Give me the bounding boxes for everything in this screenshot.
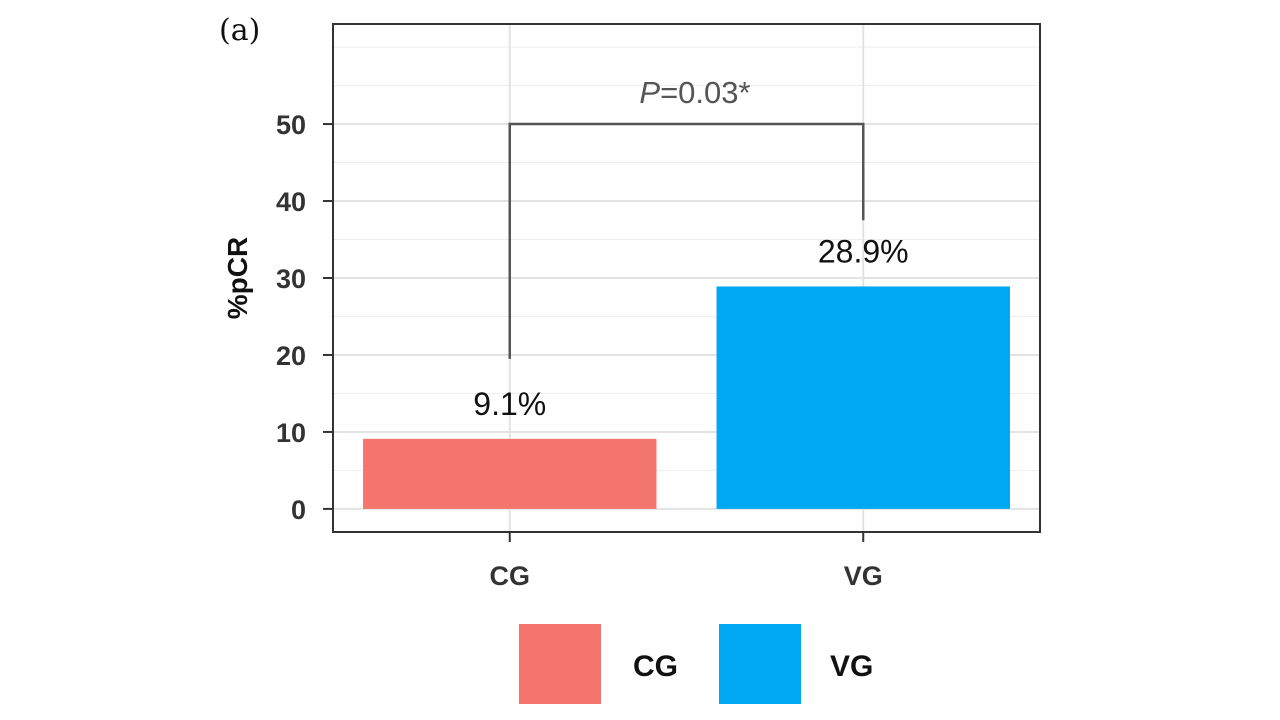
significance-bracket	[508, 122, 865, 359]
data-label-cg: 9.1%	[473, 386, 546, 422]
legend: CG VG	[519, 624, 873, 704]
x-tick-label-vg: VG	[844, 561, 883, 591]
y-tick-label: 10	[276, 418, 306, 448]
x-axis: CG VG	[490, 532, 883, 591]
data-label-vg: 28.9%	[818, 233, 909, 269]
y-tick-label: 50	[276, 110, 306, 140]
panel-label: (a)	[219, 13, 260, 48]
y-tick-label: 20	[276, 341, 306, 371]
legend-swatch-cg	[519, 624, 601, 704]
p-value-annotation: P=0.03*	[639, 75, 750, 110]
data-labels: 9.1% 28.9%	[473, 233, 908, 421]
bars	[363, 286, 1010, 509]
y-tick-label: 0	[291, 495, 306, 525]
bar-vg	[716, 286, 1010, 509]
legend-label-vg: VG	[830, 650, 873, 683]
legend-label-cg: CG	[633, 650, 678, 683]
bar-cg	[363, 438, 657, 509]
p-value-symbol: P	[639, 75, 660, 110]
y-axis-title: %pCR	[222, 237, 253, 319]
bracket-line	[508, 122, 865, 359]
y-axis: 0 10 20 30 40 50	[276, 110, 333, 525]
y-tick-label: 40	[276, 187, 306, 217]
y-tick-label: 30	[276, 264, 306, 294]
x-tick-label-cg: CG	[490, 561, 531, 591]
legend-swatch-vg	[719, 624, 801, 704]
p-value-text: =0.03*	[660, 75, 751, 110]
